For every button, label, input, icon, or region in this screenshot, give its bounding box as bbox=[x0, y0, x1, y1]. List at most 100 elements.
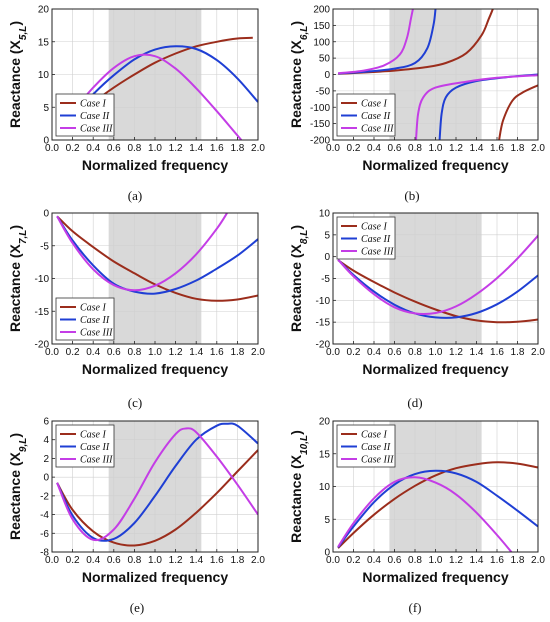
x-tick-label: 0.2 bbox=[66, 347, 80, 358]
series-line-case-ii bbox=[337, 258, 538, 319]
y-tick-label: 10 bbox=[38, 70, 50, 81]
legend-label: Case III bbox=[361, 455, 394, 466]
series-line-case-iii bbox=[415, 74, 538, 140]
x-tick-label: 1.6 bbox=[490, 143, 504, 154]
y-tick-label: 20 bbox=[38, 5, 50, 16]
legend-label: Case III bbox=[361, 247, 394, 258]
x-axis-label: Normalized frequency bbox=[362, 361, 508, 377]
x-tick-label: 1.2 bbox=[449, 555, 463, 566]
legend-label: Case III bbox=[80, 328, 113, 339]
panel-label: (e) bbox=[130, 600, 144, 615]
series-line-case-iii bbox=[337, 235, 538, 316]
series-line-case-iii bbox=[56, 213, 228, 292]
x-tick-label: 1.0 bbox=[148, 347, 162, 358]
y-axis-label-close: ) bbox=[7, 433, 23, 438]
x-tick-label: 1.6 bbox=[210, 555, 224, 566]
series-line-case-ii bbox=[337, 469, 538, 548]
x-tick-label: 1.4 bbox=[189, 347, 203, 358]
y-tick-label: -4 bbox=[40, 510, 49, 521]
y-tick-label: -15 bbox=[316, 318, 331, 329]
y-axis-label-subscript: 10,L bbox=[299, 435, 310, 455]
legend-label: Case II bbox=[361, 111, 391, 122]
x-tick-label: 2.0 bbox=[531, 143, 545, 154]
x-tick-label: 1.2 bbox=[169, 347, 183, 358]
legend-label: Case I bbox=[361, 99, 388, 110]
legend-label: Case I bbox=[361, 430, 388, 441]
y-tick-label: -20 bbox=[35, 340, 50, 351]
panel-a: 0.0 0.2 0.4 0.6 0.8 1.0 1.2 1.4 1.6 1.8 2.0 0 5 10 15 2… bbox=[7, 5, 265, 204]
x-tick-label: 0.8 bbox=[408, 347, 422, 358]
y-axis-label-close: ) bbox=[288, 225, 304, 230]
y-axis-label: Reactance (X9,L) bbox=[7, 433, 29, 540]
y-tick-label: -15 bbox=[35, 307, 50, 318]
y-axis-label-subscript: 9,L bbox=[18, 438, 29, 452]
y-tick-label: 0 bbox=[43, 209, 49, 220]
y-tick-label: -2 bbox=[40, 491, 49, 502]
x-tick-label: 1.6 bbox=[490, 555, 504, 566]
x-tick-label: 0.8 bbox=[408, 143, 422, 154]
y-axis-label: Reactance (X10,L) bbox=[288, 430, 310, 543]
y-axis-label: Reactance (X7,L) bbox=[7, 225, 29, 332]
x-axis-label: Normalized frequency bbox=[82, 569, 228, 585]
y-tick-label: 0 bbox=[324, 70, 330, 81]
legend-label: Case III bbox=[80, 455, 113, 466]
y-tick-label: 0 bbox=[43, 473, 49, 484]
x-tick-label: 0.4 bbox=[367, 347, 381, 358]
y-tick-label: -5 bbox=[40, 241, 49, 252]
y-tick-label: -5 bbox=[321, 274, 330, 285]
panel-label: (b) bbox=[404, 188, 419, 203]
x-tick-label: 1.0 bbox=[148, 555, 162, 566]
y-axis-label-close: ) bbox=[7, 225, 23, 230]
x-tick-label: 1.0 bbox=[429, 555, 443, 566]
x-axis-label: Normalized frequency bbox=[362, 157, 508, 173]
x-tick-label: 0.0 bbox=[45, 143, 59, 154]
y-tick-label: 6 bbox=[43, 417, 49, 428]
x-tick-label: 0.2 bbox=[66, 555, 80, 566]
series-line-case-i bbox=[337, 461, 538, 549]
x-tick-label: 1.8 bbox=[511, 143, 525, 154]
y-axis-label: Reactance (X5,L) bbox=[7, 21, 29, 128]
x-tick-label: 0.4 bbox=[86, 555, 100, 566]
x-tick-label: 1.2 bbox=[449, 347, 463, 358]
x-tick-label: 1.4 bbox=[470, 555, 484, 566]
y-axis-label-main: Reactance (X bbox=[7, 451, 23, 540]
x-tick-label: 1.4 bbox=[470, 347, 484, 358]
series-line-case-iii bbox=[338, 9, 414, 75]
x-tick-label: 2.0 bbox=[531, 347, 545, 358]
legend-label: Case I bbox=[80, 430, 107, 441]
panel-label: (c) bbox=[128, 395, 142, 410]
y-tick-label: 15 bbox=[319, 449, 331, 460]
y-tick-label: 20 bbox=[319, 417, 331, 428]
x-tick-label: 2.0 bbox=[531, 555, 545, 566]
y-axis-label-main: Reactance (X bbox=[288, 243, 304, 332]
x-tick-label: 0.6 bbox=[107, 555, 121, 566]
x-tick-label: 1.6 bbox=[490, 347, 504, 358]
y-axis-label-subscript: 7,L bbox=[18, 230, 29, 244]
y-tick-label: 4 bbox=[43, 435, 49, 446]
series-line-case-iii bbox=[337, 476, 513, 552]
x-tick-label: 1.8 bbox=[230, 555, 244, 566]
y-axis-label-close: ) bbox=[288, 21, 304, 26]
x-tick-label: 0.8 bbox=[127, 555, 141, 566]
y-tick-label: 5 bbox=[324, 515, 330, 526]
x-tick-label: 1.4 bbox=[189, 143, 203, 154]
x-tick-label: 2.0 bbox=[251, 555, 265, 566]
x-tick-label: 0.2 bbox=[347, 143, 361, 154]
x-tick-label: 1.8 bbox=[511, 347, 525, 358]
legend-label: Case II bbox=[80, 315, 110, 326]
series-line-case-i bbox=[337, 259, 538, 324]
x-tick-label: 0.4 bbox=[86, 143, 100, 154]
legend-label: Case II bbox=[361, 442, 391, 453]
x-tick-label: 1.6 bbox=[210, 143, 224, 154]
x-tick-label: 0.6 bbox=[388, 347, 402, 358]
x-tick-label: 0.4 bbox=[86, 347, 100, 358]
y-tick-label: 0 bbox=[43, 136, 49, 147]
y-tick-label: -10 bbox=[316, 296, 331, 307]
legend-label: Case II bbox=[80, 111, 110, 122]
x-axis-label: Normalized frequency bbox=[362, 569, 508, 585]
x-tick-label: 0.8 bbox=[408, 555, 422, 566]
legend-label: Case III bbox=[80, 124, 113, 135]
x-tick-label: 1.0 bbox=[429, 347, 443, 358]
x-tick-label: 0.2 bbox=[66, 143, 80, 154]
